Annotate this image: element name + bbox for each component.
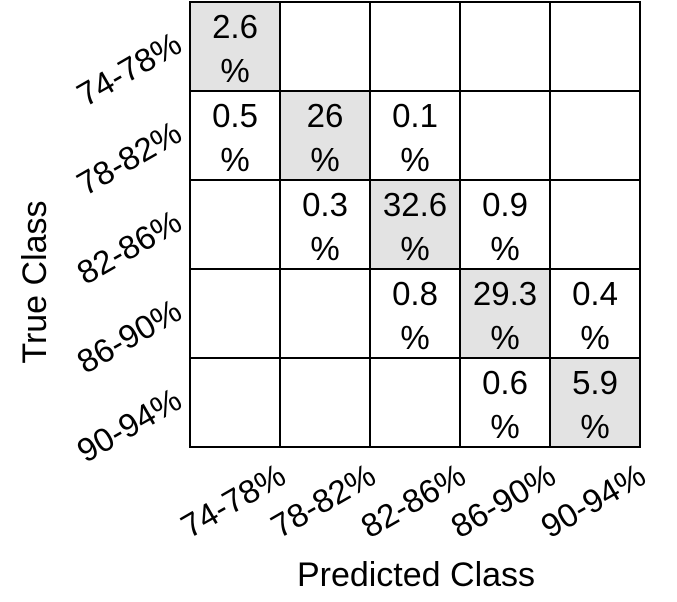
matrix-cell-1-2 bbox=[369, 90, 461, 181]
matrix-cell-2-4 bbox=[549, 179, 641, 270]
matrix-cell-0-1 bbox=[279, 1, 371, 92]
y-tick-labels: 74-78%78-82%82-86%86-90%90-94% bbox=[70, 25, 187, 470]
cell-value-1-0: 0.5% bbox=[212, 97, 258, 178]
matrix-cell-0-0 bbox=[189, 1, 281, 92]
x-tick-label: 90-94% bbox=[534, 456, 651, 545]
y-tick-label: 74-78% bbox=[70, 25, 187, 114]
matrix-cells: 2.6 % 0.5 % 26 % 0.1 % 0.3 % 32.6 % 0.9 % 0.8 % 29.3 % 0.4… bbox=[189, 1, 641, 448]
cell-value-2-2: 32.6% bbox=[383, 186, 447, 267]
x-tick-label: 82-86% bbox=[354, 456, 471, 545]
matrix-cell-1-4 bbox=[549, 90, 641, 181]
cell-value-4-4: 5.9% bbox=[572, 364, 618, 445]
matrix-cell-0-3 bbox=[459, 1, 551, 92]
cell-value-0-0: 2.6% bbox=[212, 8, 258, 89]
matrix-cell-4-3 bbox=[459, 357, 551, 448]
matrix-cell-4-0 bbox=[189, 357, 281, 448]
cell-value-3-2: 0.8% bbox=[392, 275, 438, 356]
cell-value-1-1: 26% bbox=[307, 97, 344, 178]
x-tick-label: 86-90% bbox=[444, 456, 561, 545]
cell-value-3-4: 0.4% bbox=[572, 275, 618, 356]
cell-value-2-3: 0.9% bbox=[482, 186, 528, 267]
matrix-cell-2-3 bbox=[459, 179, 551, 270]
matrix-cell-1-3 bbox=[459, 90, 551, 181]
cell-value-2-1: 0.3% bbox=[302, 186, 348, 267]
cell-value-1-2: 0.1% bbox=[392, 97, 438, 178]
matrix-cell-3-3 bbox=[459, 268, 551, 359]
matrix-cell-4-4 bbox=[549, 357, 641, 448]
matrix-cell-0-4 bbox=[549, 1, 641, 92]
cell-value-3-3: 29.3% bbox=[473, 275, 537, 356]
matrix-cell-0-2 bbox=[369, 1, 461, 92]
y-axis-title: True Class bbox=[16, 200, 54, 363]
y-tick-label: 86-90% bbox=[70, 292, 187, 381]
matrix-cell-4-1 bbox=[279, 357, 371, 448]
matrix-cell-2-2 bbox=[369, 179, 461, 270]
y-tick-label: 82-86% bbox=[70, 203, 187, 292]
matrix-cell-2-0 bbox=[189, 179, 281, 270]
x-tick-label: 78-82% bbox=[264, 456, 381, 545]
matrix-cell-3-0 bbox=[189, 268, 281, 359]
matrix-cell-3-4 bbox=[549, 268, 641, 359]
y-tick-label: 78-82% bbox=[70, 114, 187, 203]
matrix-cell-3-1 bbox=[279, 268, 371, 359]
matrix-cell-4-2 bbox=[369, 357, 461, 448]
matrix-cell-3-2 bbox=[369, 268, 461, 359]
x-axis-title: Predicted Class bbox=[297, 556, 535, 594]
x-tick-label: 74-78% bbox=[174, 456, 291, 545]
x-tick-labels: 74-78%78-82%82-86%86-90%90-94% bbox=[174, 456, 651, 545]
cell-value-4-3: 0.6% bbox=[482, 364, 528, 445]
y-tick-label: 90-94% bbox=[70, 381, 187, 470]
